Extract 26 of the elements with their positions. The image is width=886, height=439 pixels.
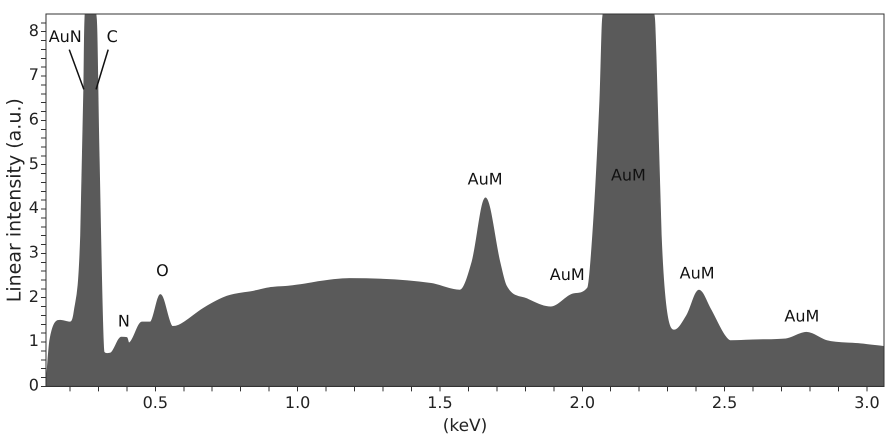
y-tick-label: 1: [28, 331, 39, 350]
annotation: AuM: [784, 306, 820, 326]
x-tick-label: 1.0: [284, 393, 310, 412]
x-tick-label: 2.0: [570, 393, 595, 412]
x-tick-label: 2.5: [712, 393, 738, 412]
x-tick-label: 0.5: [142, 393, 168, 412]
annotation: AuM: [680, 264, 715, 283]
y-tick-label: 4: [28, 198, 39, 218]
y-tick-label: 8: [28, 20, 39, 40]
annotation: AuM: [610, 165, 646, 184]
y-tick-label: 0: [28, 376, 39, 395]
y-tick-label: 5: [28, 154, 39, 173]
annotation: N: [118, 311, 130, 330]
annotation: C: [106, 26, 118, 46]
y-tick-label: 6: [28, 110, 39, 129]
annotation: AuN: [48, 26, 82, 46]
annotation: AuM: [468, 169, 503, 188]
y-tick-label: 2: [28, 286, 39, 306]
y-axis-title: Linear intensity (a.u.): [3, 98, 26, 302]
y-tick-label: 7: [28, 65, 39, 84]
x-tick-label: 3.0: [854, 393, 880, 412]
y-tick-label: 3: [28, 242, 39, 262]
annotation: O: [156, 261, 169, 280]
x-axis-title: (keV): [442, 416, 488, 436]
annotation: AuM: [550, 265, 585, 284]
x-tick-label: 1.5: [427, 393, 453, 412]
